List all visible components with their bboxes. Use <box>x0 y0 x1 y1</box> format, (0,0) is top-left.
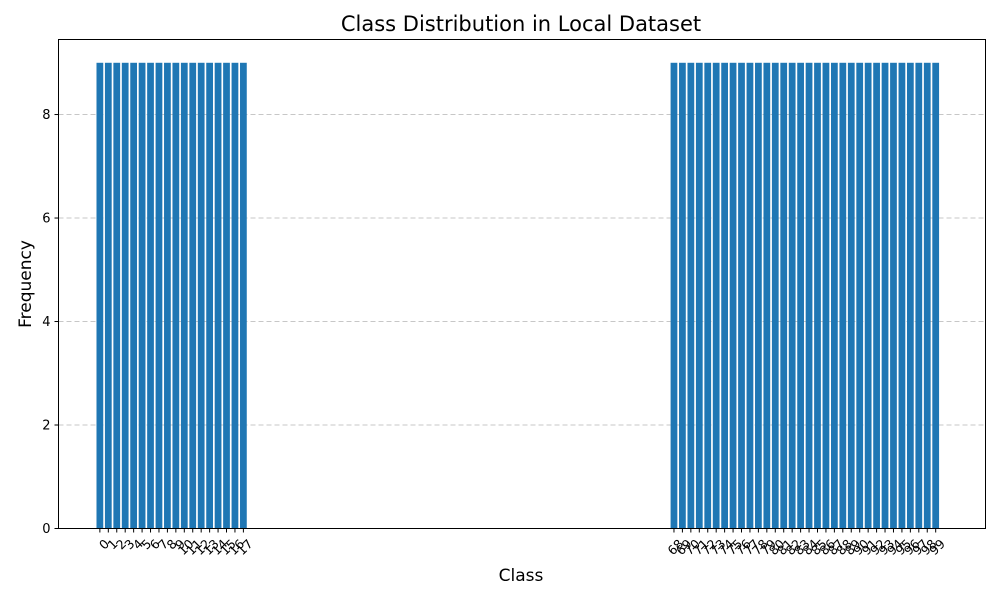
bar <box>771 62 779 529</box>
bar <box>172 62 180 529</box>
bar <box>729 62 737 529</box>
bar <box>873 62 880 529</box>
bar <box>797 62 804 529</box>
bar <box>240 62 247 529</box>
bar <box>814 62 821 529</box>
chart-title: Class Distribution in Local Dataset <box>341 12 701 36</box>
bar <box>856 62 864 529</box>
bar <box>121 62 129 529</box>
bar <box>746 62 754 529</box>
bar <box>155 62 163 529</box>
bar <box>881 62 889 529</box>
bar <box>932 62 940 529</box>
bar <box>695 62 703 529</box>
bar <box>721 62 728 529</box>
bar <box>788 62 796 529</box>
bar <box>890 62 897 529</box>
bar <box>831 62 838 529</box>
bar <box>96 62 104 529</box>
bar <box>805 62 813 529</box>
bar <box>763 62 771 529</box>
y-tick-label: 0 <box>42 522 50 537</box>
bar <box>206 62 213 529</box>
bar <box>214 62 222 529</box>
y-axis-ticks: 0 2 4 6 8 <box>42 108 59 537</box>
bar <box>180 62 188 529</box>
bar <box>138 62 146 529</box>
bar <box>113 62 121 529</box>
bar <box>104 62 112 529</box>
bars <box>96 62 940 529</box>
bar <box>822 62 830 529</box>
bar <box>704 62 712 529</box>
bar <box>147 62 154 529</box>
bar <box>712 62 720 529</box>
y-tick-label: 4 <box>42 315 50 330</box>
bar <box>898 62 906 529</box>
bar <box>915 62 923 529</box>
y-tick-label: 2 <box>42 419 50 434</box>
x-axis-label: Class <box>499 566 544 586</box>
bar <box>231 62 239 529</box>
bar <box>223 62 230 529</box>
bar <box>197 62 205 529</box>
bar <box>130 62 138 529</box>
bar <box>864 62 872 529</box>
bar <box>189 62 197 529</box>
bar <box>164 62 171 529</box>
bar <box>755 62 762 529</box>
bar <box>670 62 678 529</box>
bar <box>780 62 788 529</box>
bar <box>847 62 855 529</box>
bar <box>687 62 695 529</box>
y-axis-label: Frequency <box>16 240 36 328</box>
plot-frame <box>58 39 986 529</box>
bar <box>906 62 914 529</box>
y-tick-label: 6 <box>42 212 50 227</box>
bar <box>923 62 931 529</box>
bar <box>738 62 745 529</box>
bar <box>679 62 686 529</box>
y-tick-label: 8 <box>42 108 50 123</box>
bar <box>839 62 847 529</box>
